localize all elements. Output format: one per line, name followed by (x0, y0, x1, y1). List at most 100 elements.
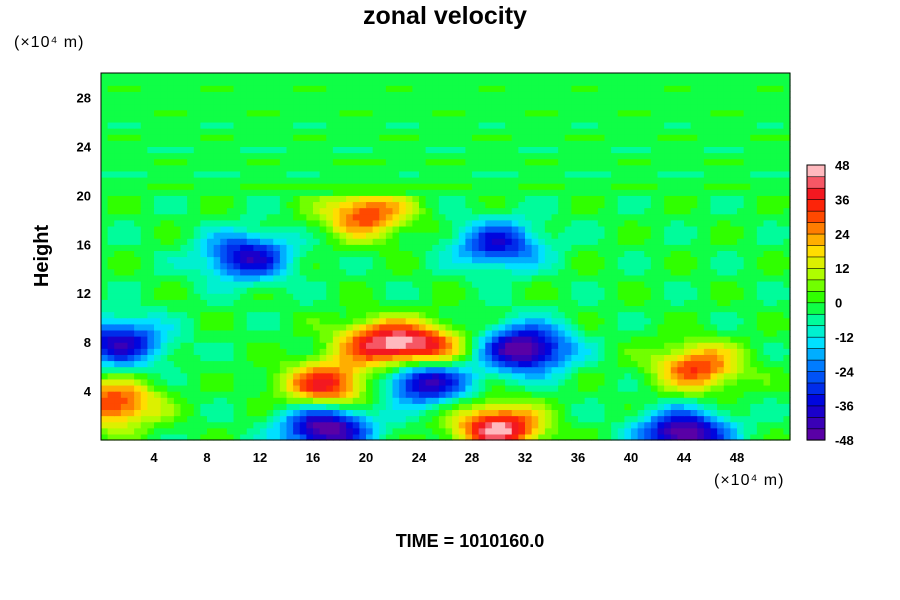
heatmap-cell (604, 256, 612, 264)
heatmap-cell (352, 342, 360, 349)
heatmap-cell (352, 366, 360, 374)
heatmap-cell (101, 427, 109, 435)
heatmap-cell (644, 256, 652, 264)
heatmap-cell (657, 421, 665, 429)
heatmap-cell (452, 323, 460, 331)
heatmap-cell (717, 366, 725, 374)
heatmap-cell (538, 287, 546, 294)
heatmap-cell (551, 323, 559, 331)
heatmap-cell (650, 158, 659, 166)
heatmap-cell (597, 317, 606, 325)
heatmap-cell (531, 262, 539, 270)
heatmap-cell (511, 268, 519, 276)
heatmap-cell (670, 146, 678, 154)
heatmap-cell (293, 238, 301, 245)
heatmap-cell (776, 360, 784, 368)
heatmap-cell (458, 225, 466, 233)
heatmap-cell (465, 262, 473, 270)
heatmap-cell (419, 280, 427, 288)
heatmap-cell (107, 183, 115, 190)
heatmap-cell (491, 238, 500, 245)
heatmap-cell (359, 164, 367, 172)
heatmap-cell (127, 183, 135, 190)
heatmap-cell (578, 360, 586, 368)
heatmap-cell (657, 287, 665, 294)
heatmap-cell (233, 232, 241, 239)
heatmap-cell (624, 225, 632, 233)
heatmap-cell (279, 409, 288, 417)
heatmap-cell (405, 152, 413, 160)
heatmap-field (101, 73, 791, 441)
heatmap-cell (173, 152, 182, 160)
heatmap-cell (697, 415, 705, 423)
heatmap-cell (326, 280, 334, 288)
heatmap-cell (114, 170, 122, 178)
heatmap-cell (525, 164, 533, 172)
heatmap-cell (339, 354, 347, 362)
heatmap-cell (326, 311, 334, 319)
heatmap-cell (723, 354, 731, 362)
heatmap-cell (240, 409, 248, 417)
heatmap-cell (286, 274, 294, 282)
heatmap-cell (723, 433, 731, 441)
heatmap-cell (697, 238, 705, 245)
heatmap-cell (763, 366, 771, 374)
heatmap-cell (286, 427, 294, 435)
heatmap-cell (266, 158, 274, 166)
heatmap-cell (385, 201, 394, 209)
heatmap-cell (703, 421, 712, 429)
heatmap-cell (359, 329, 367, 337)
heatmap-cell (326, 183, 334, 190)
heatmap-cell (213, 317, 221, 325)
heatmap-cell (644, 391, 652, 398)
heatmap-cell (339, 189, 347, 196)
heatmap-cell (160, 384, 168, 392)
heatmap-cell (419, 207, 427, 215)
heatmap-cell (703, 256, 712, 264)
heatmap-cell (392, 366, 400, 374)
heatmap-cell (107, 354, 115, 362)
heatmap-cell (491, 268, 500, 276)
heatmap-cell (558, 433, 566, 441)
heatmap-cell (359, 427, 367, 435)
heatmap-cell (710, 391, 718, 398)
heatmap-cell (160, 164, 168, 172)
heatmap-cell (637, 287, 645, 294)
heatmap-cell (107, 287, 115, 294)
heatmap-cell (246, 366, 254, 374)
heatmap-cell (525, 311, 533, 319)
heatmap-cell (485, 336, 493, 343)
heatmap-cell (737, 397, 745, 404)
heatmap-cell (730, 189, 738, 196)
heatmap-cell (670, 421, 678, 429)
heatmap-cell (180, 256, 188, 264)
heatmap-cell (697, 378, 705, 386)
heatmap-cell (359, 201, 367, 209)
heatmap-cell (147, 280, 155, 288)
heatmap-cell (167, 311, 175, 319)
heatmap-cell (465, 152, 473, 160)
heatmap-cell (399, 305, 407, 313)
heatmap-cell (498, 201, 506, 209)
heatmap-cell (525, 268, 533, 276)
heatmap-cell (432, 189, 440, 196)
heatmap-cell (160, 391, 168, 398)
heatmap-cell (551, 225, 559, 233)
heatmap-cell (551, 280, 559, 288)
heatmap-cell (584, 317, 592, 325)
heatmap-cell (511, 433, 519, 441)
heatmap-cell (405, 336, 413, 343)
heatmap-cell (372, 146, 380, 154)
heatmap-cell (114, 201, 122, 209)
heatmap-cell (299, 250, 307, 258)
heatmap-cell (664, 323, 672, 331)
heatmap-cell (518, 360, 526, 368)
heatmap-cell (591, 244, 599, 251)
heatmap-cell (392, 403, 400, 411)
heatmap-cell (730, 183, 738, 190)
heatmap-cell (531, 250, 539, 258)
heatmap-cell (544, 305, 553, 313)
heatmap-cell (498, 305, 506, 313)
heatmap-cell (293, 409, 301, 417)
heatmap-cell (346, 317, 354, 325)
